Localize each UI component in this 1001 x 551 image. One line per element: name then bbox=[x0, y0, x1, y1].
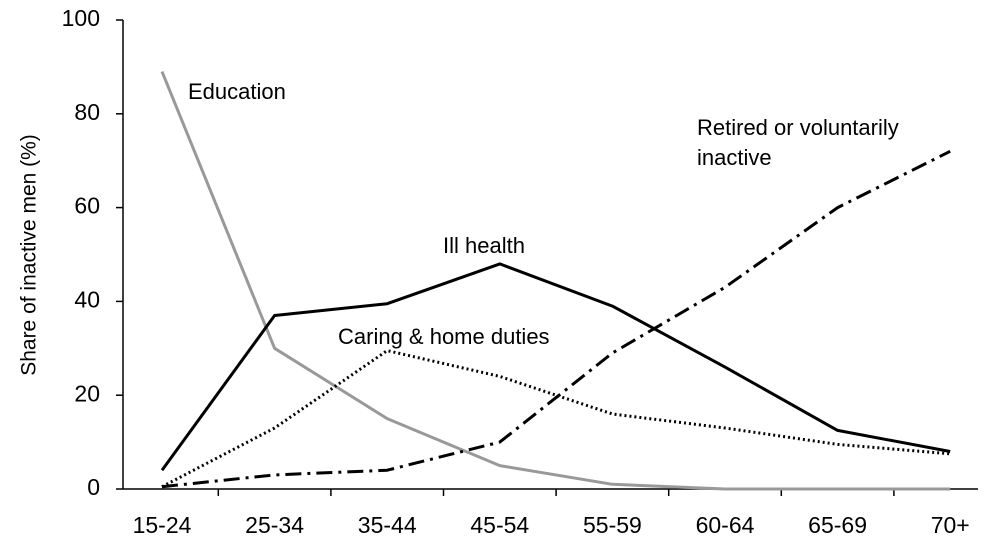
series-label: Education bbox=[188, 79, 286, 104]
series-line bbox=[160, 262, 951, 472]
x-tick-label: 65-69 bbox=[808, 512, 867, 538]
series-label: Retired or voluntarily inactive bbox=[697, 115, 899, 170]
x-tick-label: 25-34 bbox=[245, 512, 304, 538]
y-axis-label: Share of inactive men (%) bbox=[18, 134, 41, 376]
series-label: Ill health bbox=[443, 233, 525, 258]
series-line bbox=[160, 71, 951, 491]
x-tick-label: 70+ bbox=[931, 512, 970, 538]
y-tick-label: 40 bbox=[74, 286, 100, 312]
y-tick-label: 100 bbox=[62, 5, 100, 31]
y-tick-label: 20 bbox=[74, 380, 100, 406]
x-tick-label: 45-54 bbox=[470, 512, 529, 538]
x-tick-label: 15-24 bbox=[133, 512, 192, 538]
series-line bbox=[161, 149, 951, 489]
series-label: Caring & home duties bbox=[338, 324, 550, 349]
y-tick-label: 80 bbox=[74, 99, 100, 125]
y-tick-label: 60 bbox=[74, 193, 100, 219]
x-tick-label: 60-64 bbox=[696, 512, 755, 538]
x-tick-label: 55-59 bbox=[583, 512, 642, 538]
series-line bbox=[161, 349, 951, 489]
y-tick-label: 0 bbox=[87, 474, 100, 500]
x-tick-label: 35-44 bbox=[358, 512, 417, 538]
